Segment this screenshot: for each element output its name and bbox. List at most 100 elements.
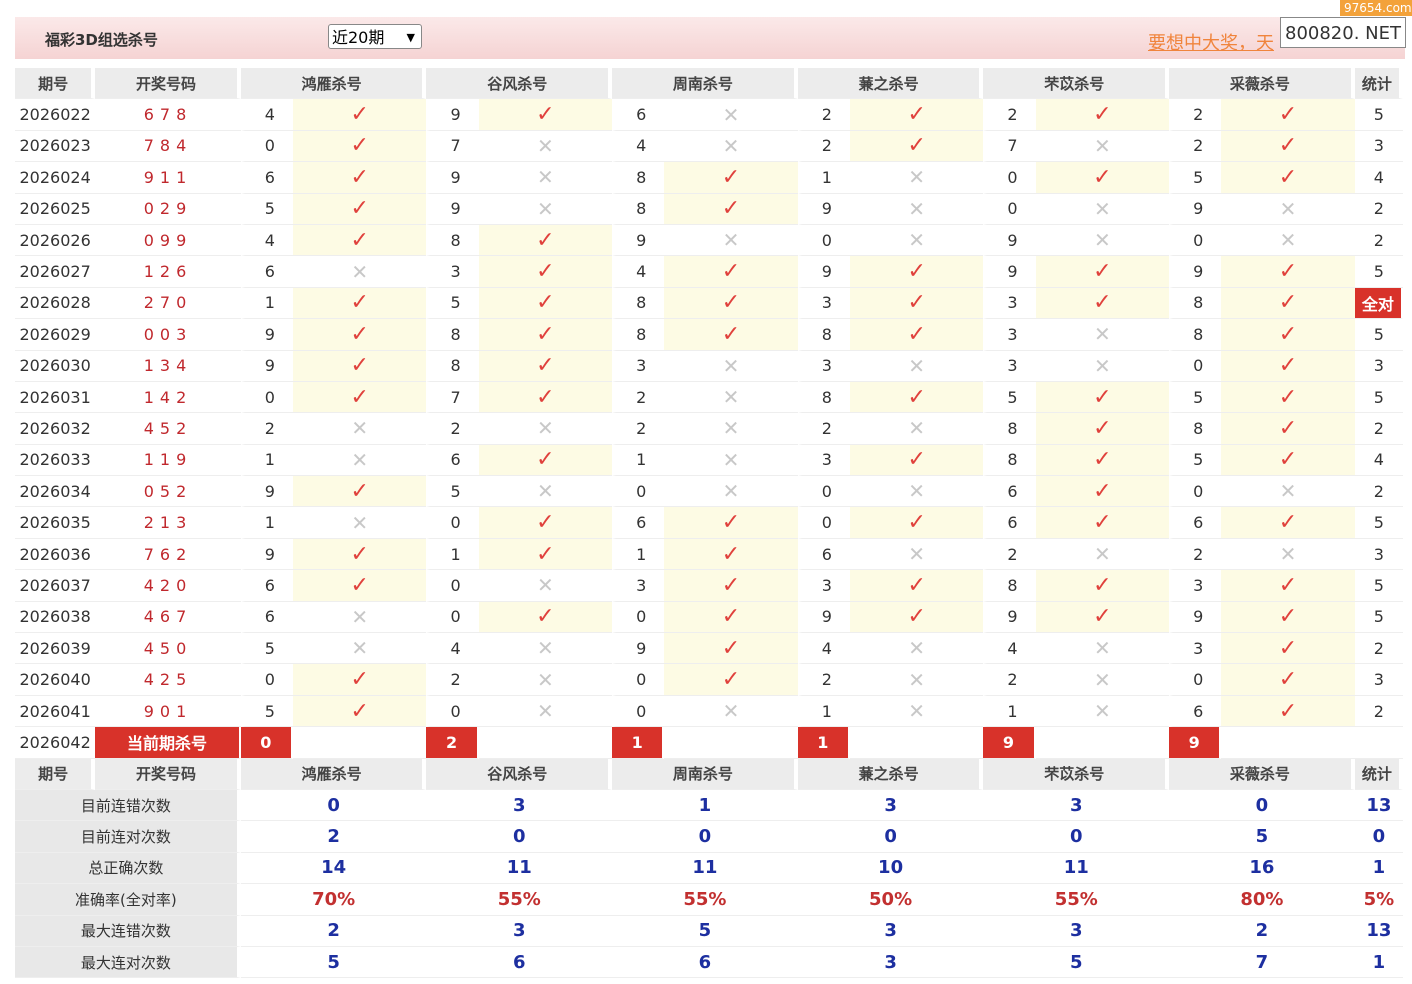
row: 期号 开奖号码 鸿雁杀号 谷风杀号 周南杀号 蒹之杀号 芣苡杀号 采薇杀号 统计 bbox=[15, 758, 1403, 790]
kill-result: ✓ bbox=[1221, 350, 1355, 382]
kill-digit: 2 bbox=[1169, 538, 1222, 571]
kill-digit: 0 bbox=[426, 570, 479, 602]
kill-digit: 4 bbox=[240, 224, 293, 257]
hit-count: 5 bbox=[1354, 256, 1403, 288]
column-header: 蒹之杀号 bbox=[797, 758, 984, 790]
summary-value: 5% bbox=[1354, 884, 1403, 916]
kill-digit: 3 bbox=[612, 350, 665, 382]
summary-value: 0 bbox=[797, 821, 984, 853]
title: 福彩3D组选杀号 bbox=[45, 31, 158, 49]
kill-digit: 9 bbox=[1169, 601, 1222, 634]
kill-digit: 2 bbox=[426, 664, 479, 696]
draw-number: 425 bbox=[95, 664, 241, 696]
summary-value: 1 bbox=[612, 790, 798, 822]
kill-digit: 6 bbox=[240, 162, 293, 194]
kill-result: ✓ bbox=[478, 444, 613, 477]
kill-digit: 6 bbox=[612, 507, 665, 539]
kill-result: ✕ bbox=[664, 696, 798, 728]
kill-digit: 6 bbox=[240, 256, 293, 288]
kill-result: ✓ bbox=[1221, 256, 1355, 288]
summary-value: 7 bbox=[1169, 947, 1355, 979]
kill-digit: 2 bbox=[612, 381, 665, 414]
kill-digit: 4 bbox=[797, 633, 850, 665]
kill-result: ✓ bbox=[1035, 256, 1170, 288]
kill-digit: 4 bbox=[983, 633, 1036, 665]
summary-value: 10 bbox=[797, 853, 984, 885]
kill-digit: 0 bbox=[1169, 224, 1222, 257]
kill-digit: 0 bbox=[797, 224, 850, 257]
kill-digit: 0 bbox=[797, 476, 850, 508]
summary-value: 11 bbox=[426, 853, 613, 885]
kill-result: ✕ bbox=[478, 696, 613, 728]
kill-result: ✕ bbox=[1221, 476, 1355, 508]
kill-digit: 2 bbox=[797, 664, 850, 696]
summary-value: 55% bbox=[426, 884, 613, 916]
period: 2026023 bbox=[15, 131, 96, 163]
column-header: 蒹之杀号 bbox=[797, 68, 984, 100]
kill-result: ✓ bbox=[292, 476, 427, 508]
row: 2026025 029 5 ✓ 9 ✕ 8 ✓ 9 ✕ 0 ✕ 9 ✕ 2 bbox=[15, 193, 1403, 225]
kill-digit: 8 bbox=[612, 319, 665, 351]
hit-count: 5 bbox=[1354, 319, 1403, 351]
kill-result: ✓ bbox=[849, 444, 984, 477]
kill-result: ✕ bbox=[849, 194, 984, 225]
period: 2026036 bbox=[15, 539, 96, 571]
kill-digit: 1 bbox=[612, 538, 665, 571]
kill-result: ✓ bbox=[1035, 287, 1170, 320]
kill-result: ✓ bbox=[478, 601, 613, 634]
summary-value: 2 bbox=[240, 821, 427, 853]
row: 2026027 126 6 ✕ 3 ✓ 4 ✓ 9 ✓ 9 ✓ 9 ✓ 5 bbox=[15, 256, 1403, 288]
row: 2026031 142 0 ✓ 7 ✓ 2 ✕ 8 ✓ 5 ✓ 5 ✓ 5 bbox=[15, 381, 1403, 414]
summary-value: 0 bbox=[1169, 790, 1355, 822]
kill-result: ✓ bbox=[478, 538, 613, 571]
kill-digit: 7 bbox=[983, 130, 1036, 163]
kill-result: ✓ bbox=[1035, 444, 1170, 477]
summary-label: 总正确次数 bbox=[15, 852, 241, 885]
kill-result: ✓ bbox=[849, 601, 984, 634]
summary-value: 0 bbox=[1354, 821, 1403, 853]
period: 2026022 bbox=[15, 99, 96, 131]
hit-count: 2 bbox=[1354, 225, 1403, 257]
kill-result: ✓ bbox=[1221, 381, 1355, 414]
blank bbox=[1035, 727, 1170, 759]
row: 2026039 450 5 ✕ 4 ✕ 9 ✓ 4 ✕ 4 ✕ 3 ✓ 2 bbox=[15, 633, 1403, 665]
kill-result: ✕ bbox=[292, 633, 427, 665]
kill-result: ✓ bbox=[664, 507, 798, 539]
kill-digit: 9 bbox=[983, 601, 1036, 634]
kill-digit: 1 bbox=[983, 695, 1036, 728]
kill-digit: 8 bbox=[1169, 287, 1222, 320]
select-arrow: ▼ bbox=[406, 31, 415, 44]
summary-value: 5 bbox=[983, 947, 1170, 979]
marquee[interactable]: 要想中大奖，天 bbox=[1148, 33, 1274, 54]
period: 2026032 bbox=[15, 413, 96, 445]
kill-digit: 9 bbox=[797, 601, 850, 634]
kill-digit: 9 bbox=[1169, 256, 1222, 288]
kill-result: ✓ bbox=[849, 99, 984, 131]
kill-result: ✓ bbox=[849, 130, 984, 163]
kill-result: ✕ bbox=[478, 476, 613, 508]
summary-value: 70% bbox=[240, 884, 427, 916]
blank bbox=[664, 727, 798, 759]
kill-digit: 6 bbox=[797, 538, 850, 571]
summary-value: 13 bbox=[1354, 790, 1403, 822]
hit-count: 5 bbox=[1354, 570, 1403, 602]
kill-digit: 5 bbox=[240, 633, 293, 665]
summary-value: 13 bbox=[1354, 916, 1403, 947]
period: 2026025 bbox=[15, 194, 96, 225]
kill-result: ✓ bbox=[849, 287, 984, 320]
kill-result: ✓ bbox=[292, 570, 427, 602]
hit-count: 5 bbox=[1354, 382, 1403, 414]
period-select[interactable]: 近20期 ▼ bbox=[328, 24, 422, 49]
kill-digit: 2 bbox=[612, 413, 665, 445]
kill-digit: 8 bbox=[612, 162, 665, 194]
kill-result: ✕ bbox=[664, 476, 798, 508]
kill-digit: 4 bbox=[240, 99, 293, 131]
column-header: 谷风杀号 bbox=[426, 68, 613, 100]
kill-digit: 0 bbox=[426, 695, 479, 728]
current-label: 当前期杀号 bbox=[95, 727, 241, 759]
draw-number: 029 bbox=[95, 194, 241, 225]
row: 2026037 420 6 ✓ 0 ✕ 3 ✓ 3 ✓ 8 ✓ 3 ✓ 5 bbox=[15, 570, 1403, 602]
kill-result: ✓ bbox=[1221, 413, 1355, 445]
summary-value: 11 bbox=[612, 853, 798, 885]
period: 2026024 bbox=[15, 162, 96, 194]
